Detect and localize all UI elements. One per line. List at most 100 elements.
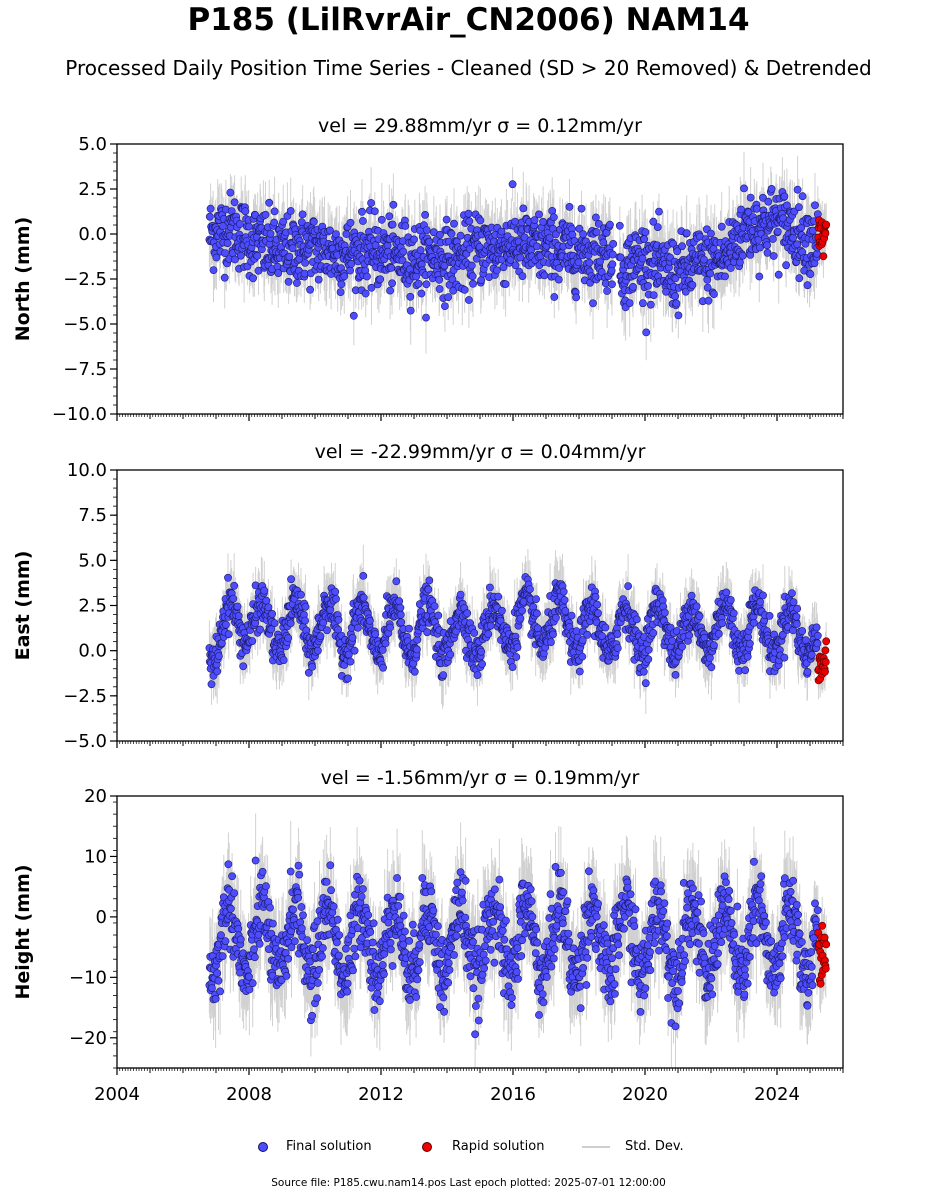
final-solution-point [270,207,279,216]
final-solution-point [620,924,628,933]
final-solution-point [685,631,693,640]
final-solution-point [613,644,622,652]
final-solution-point [707,974,716,983]
final-solution-point [579,964,587,972]
final-solution-point [500,935,509,944]
final-solution-point [444,959,453,967]
final-solution-point [431,930,440,939]
final-solution-point [255,940,264,948]
final-solution-point [254,930,263,939]
final-solution-point [713,960,722,969]
final-solution-point [306,285,314,294]
final-solution-point [418,874,427,882]
final-solution-point [266,903,274,912]
y-tick-label: −7.5 [63,359,107,380]
final-solution-point [297,218,306,226]
final-solution-point [792,620,801,628]
final-solution-point [750,619,758,627]
final-solution-point [297,590,305,599]
final-solution-point [486,945,495,954]
final-solution-point [575,667,584,676]
final-solution-point [710,641,718,650]
final-solution-point [417,289,426,298]
final-solution-point [528,912,537,921]
final-solution-point [301,258,309,267]
final-solution-point [287,575,295,584]
final-solution-point [386,945,395,954]
y-tick-label: −5.0 [63,314,107,335]
final-solution-point [440,1007,448,1016]
final-solution-point [535,1011,543,1019]
final-solution-point [507,993,516,1002]
final-solution-point [349,311,358,320]
final-solution-point [445,966,454,974]
final-solution-point [279,656,288,664]
final-solution-point [594,899,602,908]
final-solution-point [379,663,387,672]
final-solution-point [695,612,704,621]
final-solution-point [526,585,534,594]
final-solution-point [707,663,716,672]
final-solution-point [649,629,658,637]
final-solution-point [448,275,457,284]
final-solution-point [465,217,474,226]
final-solution-point [224,630,233,639]
final-solution-point [289,905,297,914]
final-solution-point [316,632,325,641]
y-tick-label: 2.5 [78,596,107,617]
final-solution-point [757,872,766,881]
final-solution-point [226,188,235,197]
final-solution-point [653,223,662,231]
final-solution-point [377,215,386,224]
final-solution-point [671,1022,680,1031]
final-solution-point [452,931,461,940]
final-solution-point [513,643,522,652]
final-solution-point [518,936,526,945]
final-solution-point [214,652,223,660]
final-solution-point [349,966,357,975]
final-solution-point [550,945,559,953]
final-solution-point [412,272,420,281]
final-solution-point [560,596,569,604]
final-solution-point [579,230,587,239]
final-solution-point [512,653,521,661]
final-solution-point [508,180,517,189]
final-solution-point [412,993,420,1001]
final-solution-point [769,252,778,260]
final-solution-point [669,967,677,975]
final-solution-point [689,884,697,893]
final-solution-point [279,217,288,226]
final-solution-point [607,266,616,275]
final-solution-point [205,212,214,221]
final-solution-point [630,922,639,930]
final-solution-point [314,275,323,284]
final-solution-point [388,279,396,288]
final-solution-point [400,927,409,936]
chart-title: P185 (LilRvrAir_CN2006) NAM14 [187,2,750,38]
final-solution-point [274,269,283,277]
final-solution-point [533,609,541,618]
final-solution-point [467,261,476,270]
final-solution-point [286,207,295,215]
final-solution-point [450,219,458,228]
final-solution-point [250,945,258,954]
final-solution-point [733,902,742,911]
final-solution-point [359,593,368,602]
rapid-solution-point [821,667,829,676]
final-solution-point [507,1001,516,1009]
final-solution-point [547,638,555,646]
final-solution-point [423,628,432,637]
final-solution-point [494,592,503,601]
final-solution-point [358,207,366,216]
final-solution-point [458,896,467,905]
final-solution-point [387,263,396,272]
final-solution-point [284,634,293,642]
final-solution-point [301,602,310,611]
final-solution-point [722,588,731,597]
final-solution-point [262,596,271,605]
final-solution-point [209,266,218,274]
final-solution-point [233,602,242,611]
final-solution-point [540,271,549,280]
final-solution-point [675,999,684,1008]
final-solution-point [727,919,736,927]
